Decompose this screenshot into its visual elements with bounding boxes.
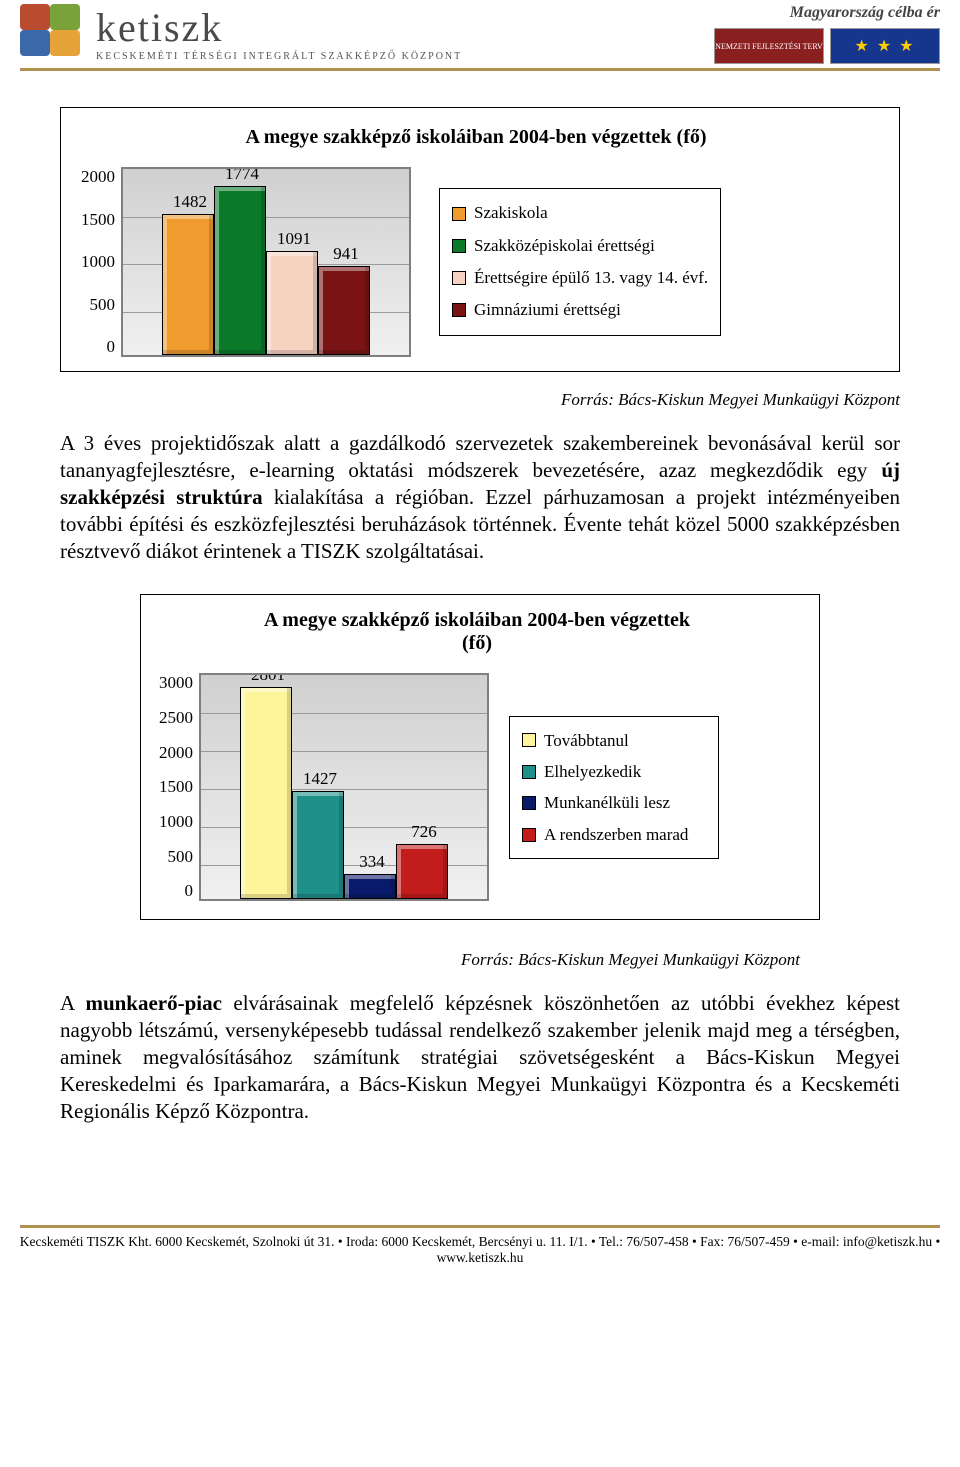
bar [266, 251, 318, 355]
chart1-source: Forrás: Bács-Kiskun Megyei Munkaügyi Köz… [60, 390, 900, 410]
chart1-yaxis: 2000 1500 1000 500 0 [81, 167, 115, 357]
puzzle-logo-icon [20, 4, 90, 62]
para2-pre: A [60, 991, 85, 1015]
ytick-label: 2000 [159, 743, 193, 763]
bar-value-label: 1774 [225, 167, 259, 184]
legend-swatch-icon [522, 828, 536, 842]
legend-item: Szakközépiskolai érettségi [452, 230, 708, 262]
legend-label: Munkanélküli lesz [544, 787, 670, 818]
ytick-label: 0 [107, 337, 116, 357]
ytick-label: 500 [168, 847, 194, 867]
chart2-plot: 3000 2500 2000 1500 1000 500 0 2801 1427 334 726 [159, 673, 489, 901]
header-badges: NEMZETI FEJLESZTÉSI TERV ★ ★ ★ [714, 28, 940, 64]
brand-title: ketiszk [96, 4, 462, 51]
ytick-label: 1000 [81, 252, 115, 272]
legend-label: Szakiskola [474, 197, 548, 229]
legend-item: Továbbtanul [522, 725, 706, 756]
ytick-label: 1500 [81, 210, 115, 230]
legend-label: Gimnáziumi érettségi [474, 294, 621, 326]
chart2-title-l2: (fő) [462, 632, 492, 654]
brand-subtitle: KECSKEMÉTI TÉRSÉGI INTEGRÁLT SZAKKÉPZŐ K… [96, 51, 462, 62]
chart2-yaxis: 3000 2500 2000 1500 1000 500 0 [159, 673, 193, 901]
nft-badge-icon: NEMZETI FEJLESZTÉSI TERV [714, 28, 824, 64]
bar [344, 874, 396, 899]
legend-label: Érettségire épülő 13. vagy 14. évf. [474, 262, 708, 294]
chart1-box: A megye szakképző iskoláiban 2004-ben vé… [60, 107, 900, 372]
chart2-title-l1: A megye szakképző iskoláiban 2004-ben vé… [264, 609, 690, 631]
bar-value-label: 1091 [277, 229, 311, 249]
bar [318, 266, 370, 355]
chart1-title: A megye szakképző iskoláiban 2004-ben vé… [81, 126, 871, 149]
brand-block: ketiszk KECSKEMÉTI TÉRSÉGI INTEGRÁLT SZA… [20, 4, 462, 62]
legend-swatch-icon [452, 239, 466, 253]
para2-bold: munkaerő-piac [85, 991, 222, 1015]
page-header: ketiszk KECSKEMÉTI TÉRSÉGI INTEGRÁLT SZA… [0, 0, 960, 64]
bar [240, 687, 292, 900]
bar [162, 214, 214, 355]
legend-item: Elhelyezkedik [522, 756, 706, 787]
bar [292, 791, 344, 899]
slogan-text: Magyarország célba ér [714, 4, 940, 22]
legend-item: A rendszerben marad [522, 819, 706, 850]
chart1-panel: 1482 1774 1091 941 [121, 167, 411, 357]
bar-value-label: 726 [411, 822, 437, 842]
legend-label: Szakközépiskolai érettségi [474, 230, 655, 262]
bar [396, 844, 448, 899]
bar-value-label: 941 [333, 244, 359, 264]
chart2-source: Forrás: Bács-Kiskun Megyei Munkaügyi Köz… [60, 950, 800, 970]
ytick-label: 2000 [81, 167, 115, 187]
legend-item: Szakiskola [452, 197, 708, 229]
para1-pre: A 3 éves projektidőszak alatt a gazdálko… [60, 431, 900, 482]
ytick-label: 3000 [159, 673, 193, 693]
chart2-legend: TovábbtanulElhelyezkedikMunkanélküli les… [509, 716, 719, 860]
bar-value-label: 1482 [173, 192, 207, 212]
bar-value-label: 334 [359, 852, 385, 872]
chart1-legend: SzakiskolaSzakközépiskolai érettségiÉret… [439, 188, 721, 335]
footer-divider [20, 1225, 940, 1228]
page-content: A megye szakképző iskoláiban 2004-ben vé… [0, 71, 960, 1185]
paragraph-1: A 3 éves projektidőszak alatt a gazdálko… [60, 430, 900, 564]
legend-swatch-icon [452, 271, 466, 285]
chart2-box: A megye szakképző iskoláiban 2004-ben vé… [140, 594, 820, 920]
legend-swatch-icon [452, 303, 466, 317]
bar [214, 186, 266, 355]
legend-label: Elhelyezkedik [544, 756, 641, 787]
chart2-title: A megye szakképző iskoláiban 2004-ben vé… [159, 609, 795, 655]
legend-label: Továbbtanul [544, 725, 629, 756]
bar-value-label: 1427 [303, 769, 337, 789]
legend-swatch-icon [522, 796, 536, 810]
legend-swatch-icon [452, 207, 466, 221]
ytick-label: 0 [185, 881, 194, 901]
legend-swatch-icon [522, 733, 536, 747]
ytick-label: 2500 [159, 708, 193, 728]
ytick-label: 1000 [159, 812, 193, 832]
legend-label: A rendszerben marad [544, 819, 688, 850]
paragraph-2: A munkaerő-piac elvárásainak megfelelő k… [60, 990, 900, 1124]
legend-item: Munkanélküli lesz [522, 787, 706, 818]
footer-text: Kecskeméti TISZK Kht. 6000 Kecskemét, Sz… [0, 1234, 960, 1276]
bar-value-label: 2801 [251, 673, 285, 684]
legend-item: Érettségire épülő 13. vagy 14. évf. [452, 262, 708, 294]
ytick-label: 500 [90, 295, 116, 315]
ytick-label: 1500 [159, 777, 193, 797]
chart1-plot: 2000 1500 1000 500 0 1482 1774 1091 941 [81, 167, 411, 357]
page-footer: Kecskeméti TISZK Kht. 6000 Kecskemét, Sz… [0, 1225, 960, 1276]
legend-swatch-icon [522, 765, 536, 779]
chart2-panel: 2801 1427 334 726 [199, 673, 489, 901]
eu-flag-icon: ★ ★ ★ [830, 28, 940, 64]
legend-item: Gimnáziumi érettségi [452, 294, 708, 326]
